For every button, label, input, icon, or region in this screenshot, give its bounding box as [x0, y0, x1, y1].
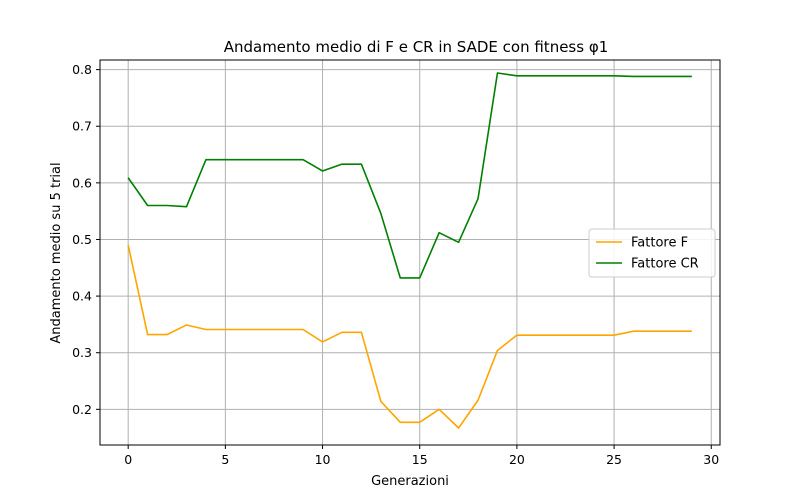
legend-label: Fattore CR: [631, 257, 699, 272]
plot-frame: [99, 59, 721, 446]
x-tick-label: 0: [124, 452, 132, 467]
series-layer: [127, 72, 692, 429]
y-tick-label: 0.6: [72, 175, 92, 190]
y-tick-label: 0.8: [72, 62, 92, 77]
x-axis-label: Generazioni: [371, 474, 449, 489]
legend-label: Fattore F: [631, 236, 688, 251]
series-line-1: [127, 72, 692, 279]
legend-box: [588, 228, 716, 278]
y-tick-label: 0.3: [72, 345, 92, 360]
x-tick-label: 25: [606, 452, 622, 467]
x-tick-label: 10: [315, 452, 331, 467]
y-tick-label: 0.2: [72, 402, 92, 417]
chart-title: Andamento medio di F e CR in SADE con fi…: [224, 38, 609, 56]
ticks: 0 5 10 15 20 25 30 0.2 0.3 0.4 0.5 0.6 0.7 0.8: [72, 62, 719, 467]
x-tick-label: 20: [509, 452, 525, 467]
x-tick-label: 5: [221, 452, 229, 467]
y-tick-label: 0.5: [72, 232, 92, 247]
y-tick-label: 0.7: [72, 119, 92, 134]
x-tick-label: 15: [412, 452, 428, 467]
y-tick-label: 0.4: [72, 289, 92, 304]
series-line-0: [127, 244, 692, 429]
y-axis-label: Andamento medio su 5 trial: [49, 162, 64, 343]
legend: Fattore F Fattore CR: [588, 228, 716, 278]
x-tick-label: 30: [703, 452, 719, 467]
